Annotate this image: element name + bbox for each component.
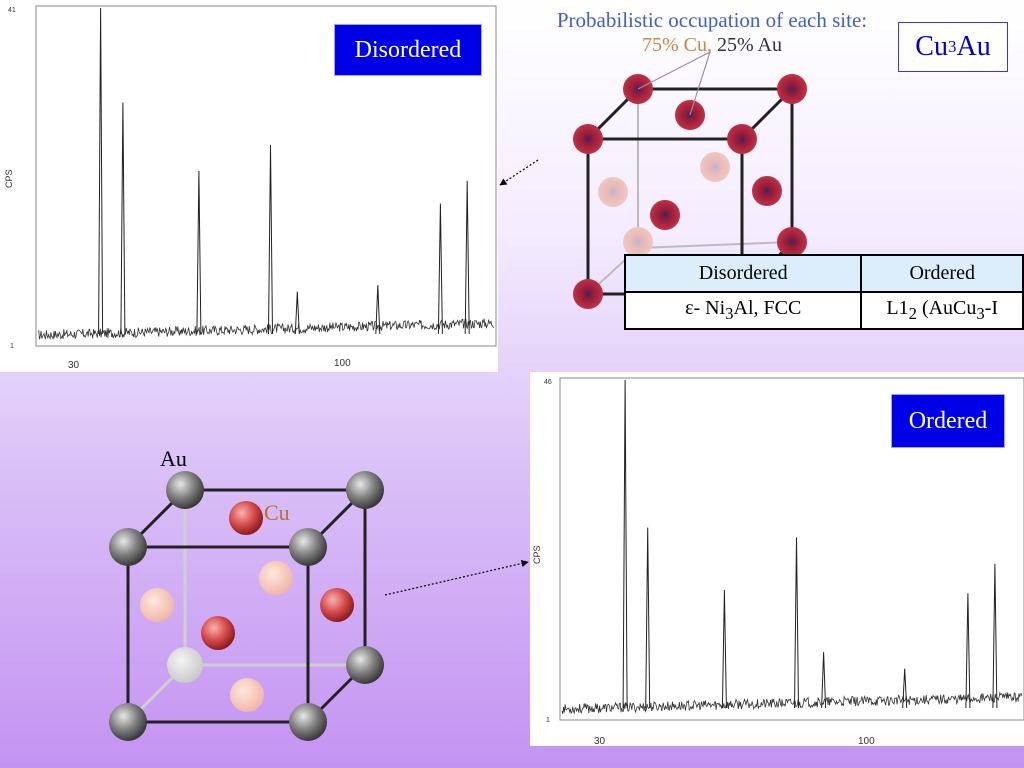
face-site-light [700, 152, 730, 182]
cell-suffix: -I [984, 297, 999, 319]
table-row: ε- Ni3Al, FCC L12 (AuCu3-I [624, 291, 1024, 330]
cu-label: Cu [264, 500, 290, 525]
xrd-trace [561, 379, 1023, 715]
xrd-peak [645, 527, 651, 709]
xrd-peak [437, 203, 443, 335]
cell-prefix: L1 [886, 297, 909, 319]
au-atom [289, 703, 327, 741]
face-site-light [623, 227, 653, 257]
corner-site [727, 124, 757, 154]
cell-prefix: ε- Ni [685, 297, 726, 319]
au-atom [289, 528, 327, 566]
au-atom [109, 703, 147, 741]
x-tick-100: 100 [334, 358, 351, 369]
y-tick-bottom: 1 [546, 717, 550, 724]
pointer-line [689, 51, 711, 116]
au-atom-back [167, 647, 203, 683]
xrd-peak [721, 589, 727, 709]
xrd-peak [98, 7, 104, 335]
xrd-peak [375, 285, 381, 335]
cell-suffix: Al, FCC [733, 297, 802, 319]
cell-subscript: 2 [908, 304, 917, 323]
au-atom [166, 471, 204, 509]
xrd-background-noise [37, 318, 494, 341]
au-fraction: 25% Au [717, 34, 782, 56]
xrd-peak [992, 563, 998, 709]
comparison-table: Disordered Ordered ε- Ni3Al, FCC L12 (Au… [624, 254, 1024, 330]
x-tick-30: 30 [68, 360, 80, 371]
corner-site [777, 74, 807, 104]
au-label: Au [160, 446, 187, 471]
comparison-table-clip: Disordered Ordered ε- Ni3Al, FCC L12 (Au… [624, 254, 1024, 334]
cell-subscript: 3 [725, 304, 734, 323]
title-tail: Au [956, 31, 991, 62]
cube-edge-back [637, 241, 793, 249]
xrd-panel-ordered: 46 1 CPS 30 100 Ordered [530, 372, 1024, 746]
au-atom [346, 471, 384, 509]
au-atom [346, 646, 384, 684]
corner-site [573, 124, 603, 154]
au-atom [109, 528, 147, 566]
pointer-line [637, 51, 711, 90]
cu-atom [229, 501, 263, 535]
xrd-peak [902, 668, 908, 709]
cu-fraction: 75% Cu, [642, 34, 712, 56]
ordered-label: Ordered [891, 394, 1005, 448]
xrd-chart-ordered: 46 1 CPS 30 100 [532, 377, 1024, 746]
cu-atom [320, 588, 354, 622]
occupation-fractions: 75% Cu, 25% Au [512, 34, 912, 57]
cu-atom-light [230, 678, 264, 712]
xrd-panel-disordered: 41 1 CPS 30 100 Disordered [0, 0, 498, 372]
arrow-to-disordered-pattern [499, 159, 539, 186]
corner-site [573, 279, 603, 309]
xrd-peak [622, 379, 628, 709]
y-tick-bottom: 1 [10, 343, 14, 350]
xrd-trace [37, 7, 494, 341]
cu-atom-light [140, 588, 174, 622]
xrd-peak [794, 537, 799, 709]
xrd-peak [965, 593, 971, 709]
table-header-disordered: Disordered [624, 254, 863, 293]
y-axis-label: CPS [532, 545, 542, 564]
xrd-peak [268, 144, 273, 335]
xrd-peak [120, 102, 126, 335]
title-base: Cu [915, 31, 948, 62]
corner-site [777, 227, 807, 257]
y-tick-top: 46 [544, 379, 552, 386]
cell-subscript-2: 3 [976, 304, 985, 323]
table-header-row: Disordered Ordered [624, 254, 1024, 293]
xrd-frame [559, 377, 1024, 721]
y-tick-top: 41 [8, 7, 16, 14]
xrd-peak [821, 652, 827, 709]
ordered-cube [109, 471, 384, 741]
x-tick-100: 100 [858, 736, 875, 746]
face-site [650, 200, 680, 230]
face-site-light [598, 177, 628, 207]
y-axis-label: CPS [4, 169, 14, 188]
xrd-peak [196, 170, 202, 335]
x-tick-30: 30 [594, 736, 606, 746]
xrd-background-noise [561, 691, 1023, 715]
cu-atom [201, 616, 235, 650]
compound-title: Cu 3 Au [898, 22, 1008, 72]
title-subscript: 3 [947, 37, 957, 56]
xrd-peak [464, 180, 470, 335]
table-header-ordered: Ordered [860, 254, 1024, 293]
arrow-to-ordered-pattern [384, 559, 529, 596]
xrd-peak [294, 291, 300, 335]
face-site [752, 176, 782, 206]
xrd-chart-disordered: 41 1 CPS 30 100 [4, 5, 497, 371]
disordered-label: Disordered [334, 24, 482, 76]
cell-mid: (AuCu [916, 297, 977, 319]
table-cell-disordered: ε- Ni3Al, FCC [624, 291, 863, 330]
table-cell-ordered: L12 (AuCu3-I [860, 291, 1024, 330]
occupation-heading: Probabilistic occupation of each site: [556, 8, 868, 32]
xrd-frame [35, 5, 497, 347]
cu-atom-light [259, 561, 293, 595]
